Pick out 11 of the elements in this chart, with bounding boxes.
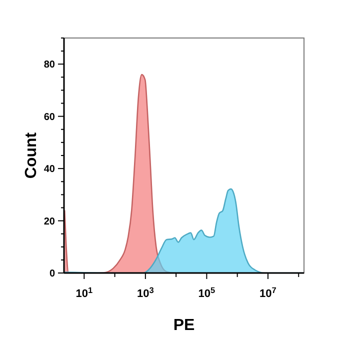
y-axis-title: Count: [23, 132, 40, 179]
y-tick-label: 40: [44, 164, 56, 176]
x-tick-label: 10$^{1}$: [76, 286, 93, 300]
y-tick-label: 20: [44, 216, 56, 228]
y-tick-label: 80: [44, 60, 56, 71]
x-tick-label: 10$^{7}$: [260, 286, 277, 300]
x-axis-title: PE: [173, 317, 195, 334]
y-tick-label: 60: [44, 112, 56, 123]
x-tick-label: 10$^{3}$: [137, 286, 154, 300]
y-tick-label: 0: [49, 268, 56, 280]
x-tick-label: 10$^{5}$: [198, 286, 216, 300]
